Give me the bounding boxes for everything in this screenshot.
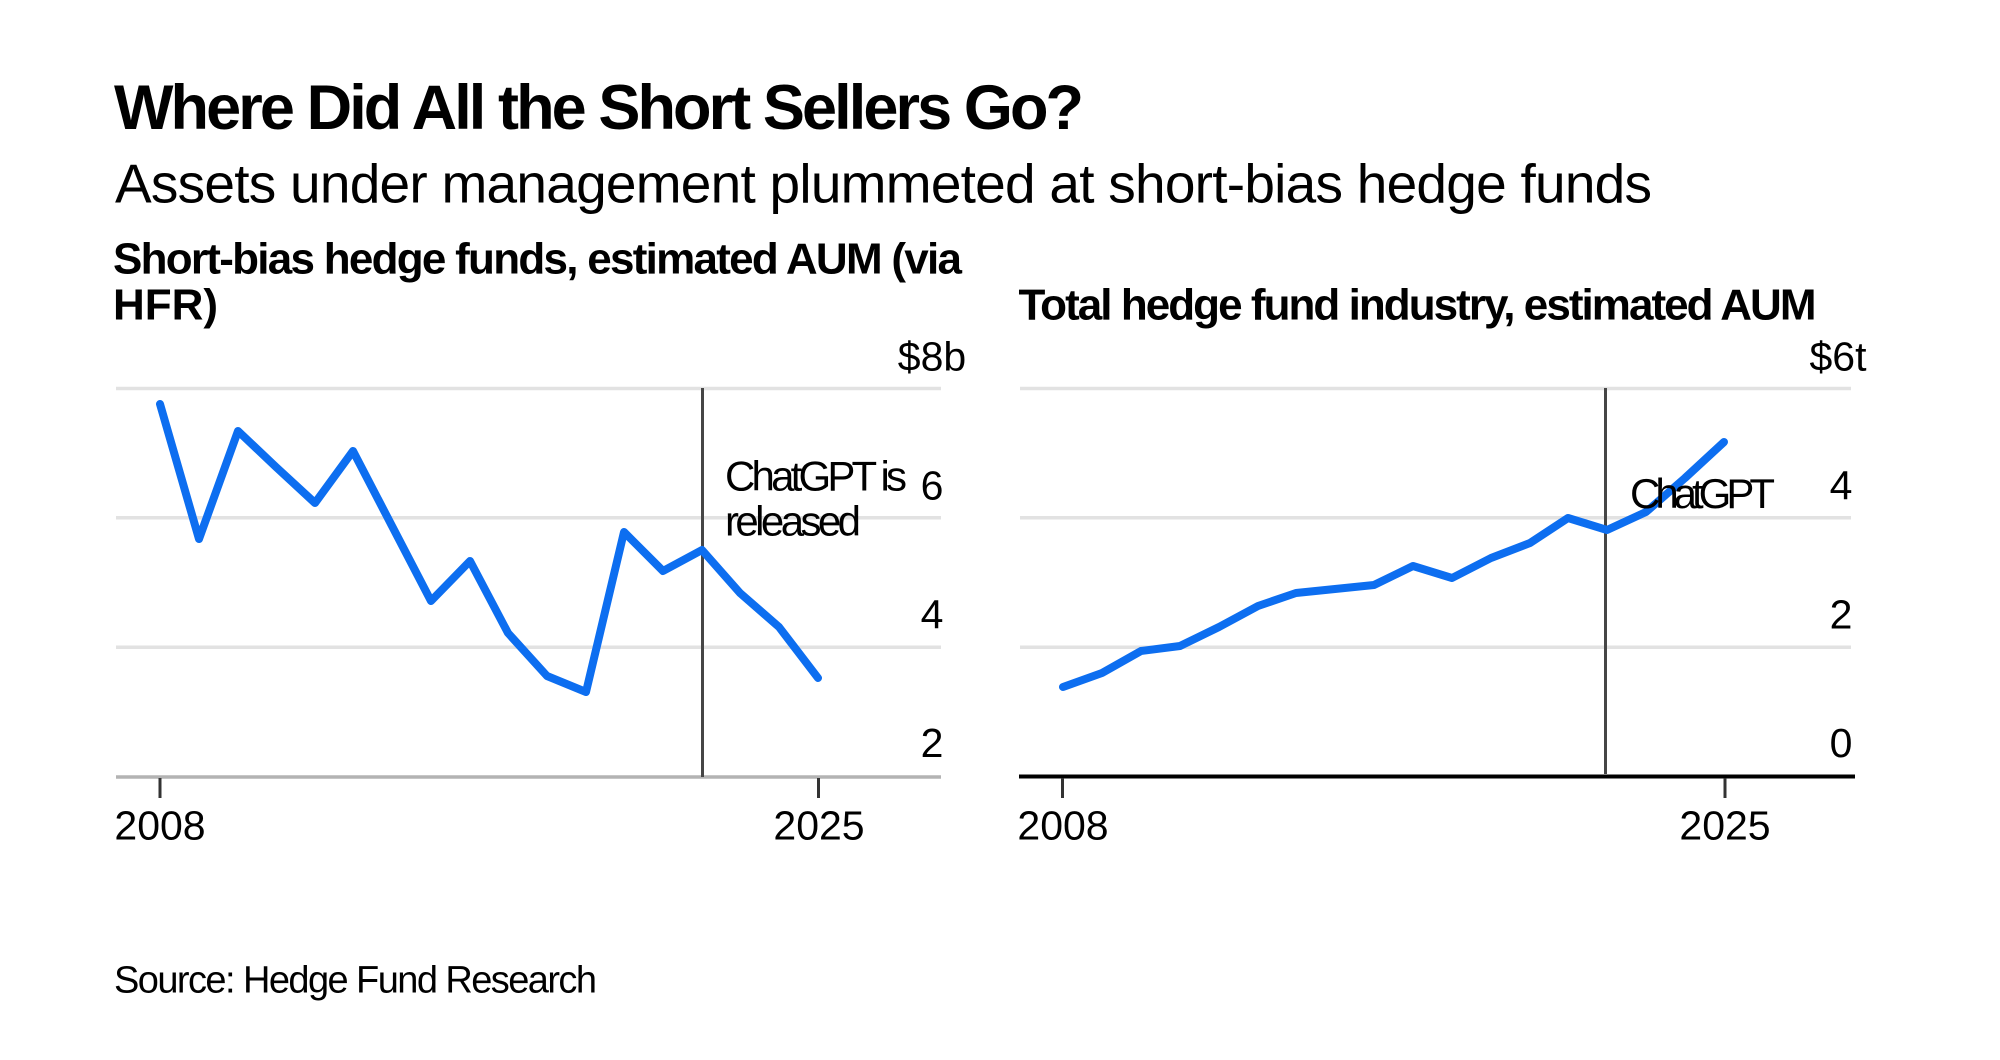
svg-text:ChatGPT: ChatGPT: [1630, 470, 1775, 517]
svg-text:HFR): HFR): [113, 281, 218, 330]
svg-text:released: released: [725, 498, 861, 545]
svg-text:2: 2: [1830, 592, 1853, 638]
svg-text:0: 0: [1830, 720, 1853, 766]
svg-text:4: 4: [1830, 462, 1853, 508]
svg-text:2025: 2025: [773, 803, 864, 849]
svg-text:2: 2: [921, 720, 944, 766]
svg-text:4: 4: [921, 592, 944, 638]
svg-text:Short-bias hedge funds, estima: Short-bias hedge funds, estimated AUM (v…: [113, 235, 963, 284]
svg-text:2008: 2008: [114, 803, 205, 849]
svg-text:ChatGPT is: ChatGPT is: [725, 453, 907, 500]
svg-text:2025: 2025: [1679, 803, 1770, 849]
svg-text:Assets under management plumme: Assets under management plummeted at sho…: [115, 153, 1652, 215]
svg-text:Where Did All the Short Seller: Where Did All the Short Sellers Go?: [114, 73, 1084, 143]
svg-text:$8b: $8b: [898, 334, 966, 380]
svg-text:Source: Hedge Fund Research: Source: Hedge Fund Research: [114, 960, 597, 1002]
svg-text:Total hedge fund industry, est: Total hedge fund industry, estimated AUM: [1019, 281, 1817, 330]
svg-text:$6t: $6t: [1810, 334, 1868, 380]
svg-text:6: 6: [921, 462, 944, 508]
svg-text:2008: 2008: [1017, 803, 1108, 849]
